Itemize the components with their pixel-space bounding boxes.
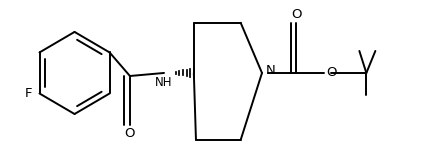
Text: F: F xyxy=(25,87,32,100)
Text: O: O xyxy=(125,127,135,140)
Text: NH: NH xyxy=(155,76,173,89)
Text: O: O xyxy=(291,8,301,21)
Text: O: O xyxy=(326,66,336,79)
Text: N: N xyxy=(266,64,276,78)
